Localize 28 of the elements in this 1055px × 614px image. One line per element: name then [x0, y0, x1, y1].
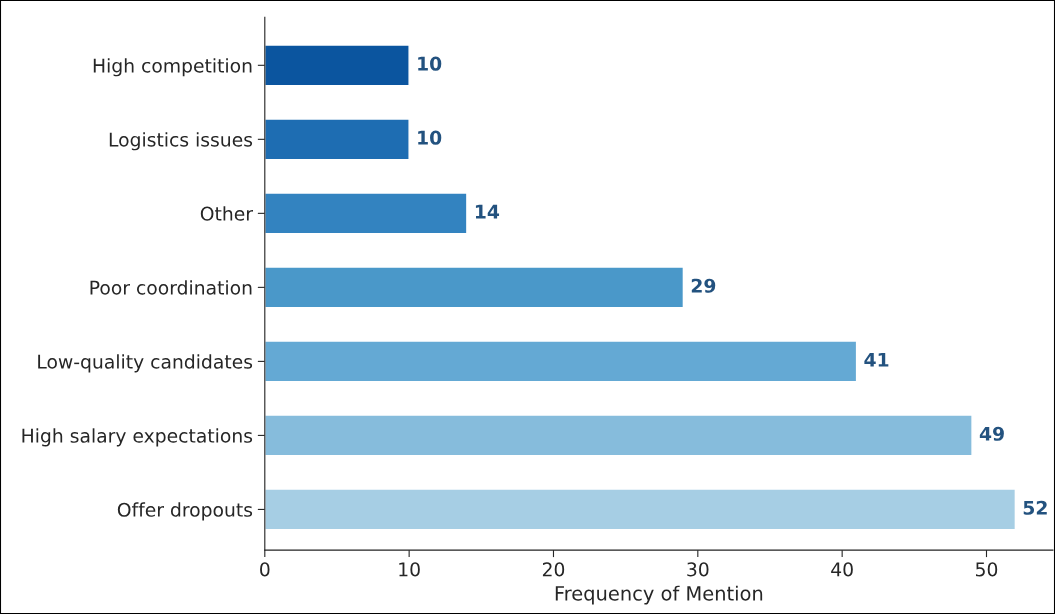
bar	[264, 44, 410, 87]
data-label: 10	[418, 130, 442, 145]
x-tick-label: 30	[687, 562, 709, 577]
data-label: 10	[418, 56, 442, 71]
y-tick-label: Other	[200, 206, 253, 221]
y-tick-label: High competition	[93, 58, 252, 77]
bar	[264, 118, 410, 161]
x-tick-label: 40	[831, 562, 853, 577]
data-label: 29	[691, 278, 716, 293]
y-tick-label: High salary expectations	[22, 428, 253, 447]
x-axis-title: Frequency of Mention	[555, 585, 763, 605]
data-label: 14	[475, 204, 500, 219]
data-label: 49	[979, 426, 1004, 441]
data-label: 41	[864, 352, 889, 367]
y-tick-label: Logistics issues	[109, 132, 253, 151]
x-tick-label: 50	[976, 562, 998, 577]
x-tick-label: 0	[260, 562, 270, 577]
bar	[264, 340, 858, 383]
bar	[264, 414, 973, 457]
data-label: 52	[1023, 500, 1047, 515]
x-tick-label: 20	[542, 562, 565, 577]
x-tick-label: 10	[399, 562, 420, 577]
y-tick-label: Poor coordination	[90, 280, 252, 295]
y-tick-label: Low-quality candidates	[38, 354, 253, 373]
bar	[264, 192, 468, 235]
y-tick-label: Offer dropouts	[117, 502, 253, 521]
bar	[264, 266, 685, 309]
bar	[264, 488, 1017, 531]
